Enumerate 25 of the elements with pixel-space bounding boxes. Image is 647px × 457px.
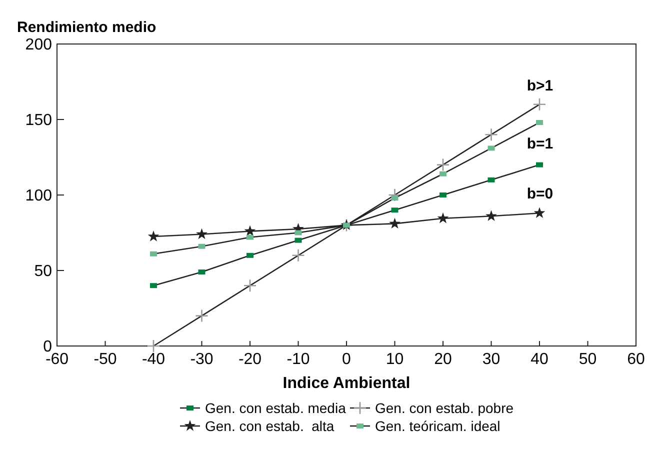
y-tick-label: 50 [34, 263, 52, 280]
y-tick-label: 100 [25, 188, 52, 205]
y-tick-label: 150 [25, 112, 52, 130]
x-tick-label: 10 [386, 351, 404, 368]
annotation: b=0 [526, 185, 554, 202]
x-axis-title: Indice Ambiental [282, 375, 410, 392]
x-tick-label: -50 [94, 351, 117, 368]
annotation: b=1 [526, 135, 554, 152]
legend-label: Gen. con estab. alta [205, 418, 334, 434]
x-tick-label: -20 [238, 351, 262, 368]
x-tick-label: 60 [627, 351, 645, 368]
y-axis-title: Rendimiento medio [17, 19, 156, 36]
x-tick-label: 20 [434, 351, 452, 368]
x-tick-label: -30 [190, 351, 214, 368]
y-tick-label: 200 [25, 36, 52, 54]
x-tick-label: 50 [578, 351, 597, 368]
legend-label: Gen. con estab. media [205, 400, 346, 416]
legend-label: Gen. con estab. pobre [375, 400, 514, 416]
x-tick-label: 40 [530, 351, 548, 368]
x-tick-label: 30 [482, 351, 500, 368]
x-tick-label: -40 [142, 351, 166, 368]
x-tick-label: -10 [286, 351, 310, 368]
annotation: b>1 [526, 77, 554, 94]
legend-label: Gen. teóricam. ideal [375, 418, 500, 434]
x-tick-label: 0 [342, 351, 352, 368]
